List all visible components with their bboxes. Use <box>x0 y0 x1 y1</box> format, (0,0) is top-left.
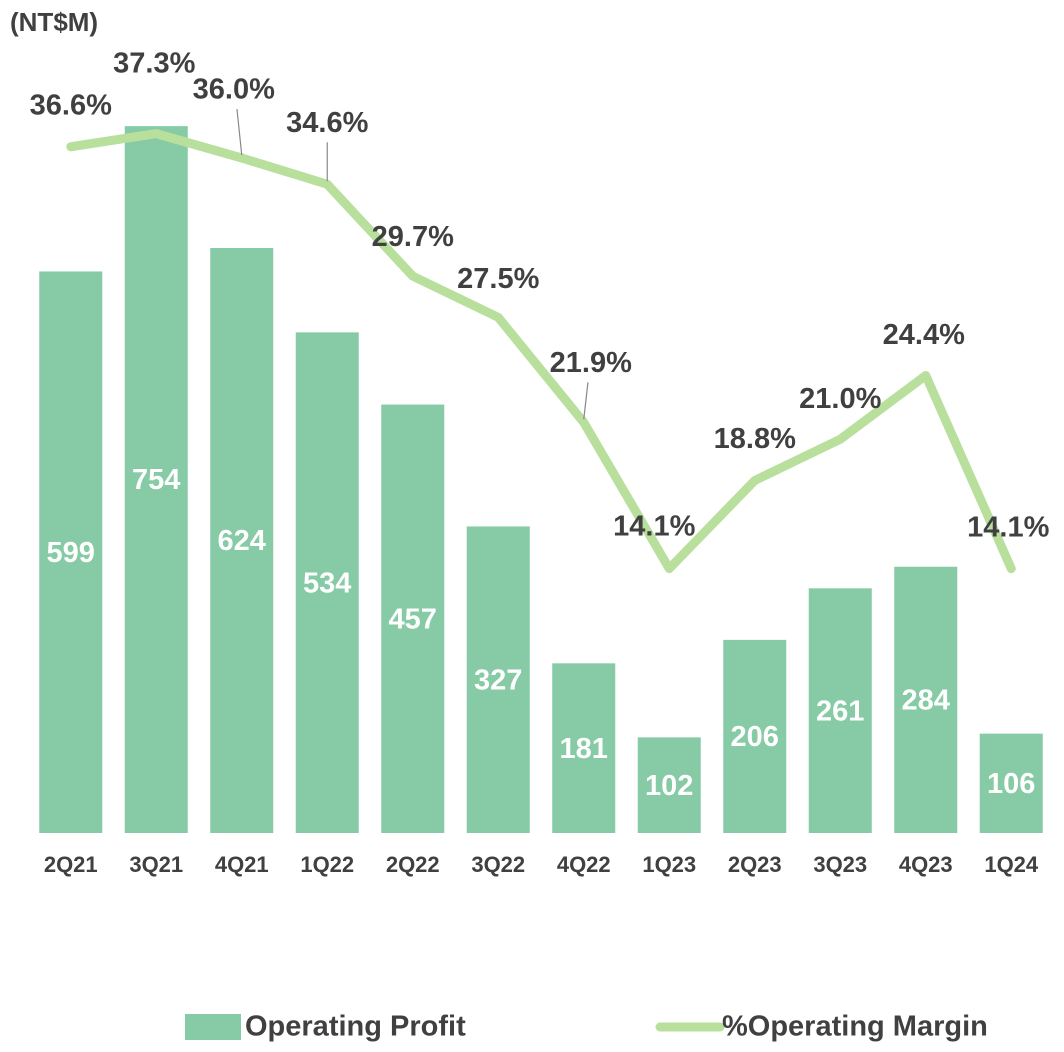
x-tick-label: 4Q22 <box>557 852 611 877</box>
leader-line <box>236 108 243 156</box>
x-tick-label: 2Q23 <box>728 852 782 877</box>
bar-value-label: 106 <box>987 768 1035 800</box>
bar <box>210 248 274 833</box>
x-tick-label: 3Q22 <box>471 852 525 877</box>
line-value-label: 36.6% <box>30 89 112 121</box>
x-tick-label: 2Q21 <box>44 852 98 877</box>
unit-label: (NT$M) <box>10 7 98 37</box>
bar-value-label: 284 <box>902 685 950 717</box>
bar <box>552 663 616 833</box>
bar-value-label: 534 <box>303 567 351 599</box>
legend-label: Operating Profit <box>245 1011 466 1043</box>
bar <box>466 526 530 833</box>
line <box>66 129 1016 574</box>
leader-line <box>583 382 589 420</box>
x-tick-label: 1Q22 <box>300 852 354 877</box>
bar <box>295 332 359 833</box>
line-value-label: 14.1% <box>613 510 695 542</box>
line-value-label: 27.5% <box>457 263 539 295</box>
bar-value-label: 457 <box>389 603 437 635</box>
legend-swatch <box>185 1014 241 1040</box>
bar-value-label: 181 <box>560 733 608 765</box>
line-value-label: 29.7% <box>372 221 454 253</box>
bar-value-label: 206 <box>731 721 779 753</box>
x-tick-label: 1Q24 <box>984 852 1039 877</box>
bar <box>39 271 103 833</box>
legend-label: %Operating Margin <box>722 1011 988 1043</box>
x-tick-label: 4Q21 <box>215 852 269 877</box>
x-tick-label: 4Q23 <box>899 852 953 877</box>
bar <box>637 737 701 833</box>
line-value-label: 18.8% <box>714 423 796 455</box>
bar <box>381 404 445 833</box>
x-tick-label: 1Q23 <box>642 852 696 877</box>
line-value-label: 21.0% <box>799 383 881 415</box>
x-tick-label: 2Q22 <box>386 852 440 877</box>
bar-value-label: 754 <box>132 464 180 496</box>
bar <box>979 733 1043 833</box>
bar <box>723 639 787 833</box>
bar <box>894 566 958 833</box>
bar-value-label: 261 <box>816 695 864 727</box>
line-value-label: 24.4% <box>883 319 965 351</box>
bar-value-label: 327 <box>474 664 522 696</box>
x-tick-label: 3Q23 <box>813 852 867 877</box>
line-value-label: 36.0% <box>193 74 275 106</box>
bar-value-label: 102 <box>645 770 693 802</box>
line-value-label: 14.1% <box>967 511 1049 543</box>
line-value-label: 21.9% <box>550 347 632 379</box>
bar <box>808 588 872 833</box>
bar-value-label: 624 <box>218 525 266 557</box>
bar-value-label: 599 <box>47 537 95 569</box>
bar <box>124 126 188 833</box>
line-value-label: 37.3% <box>113 47 195 79</box>
line-value-label: 34.6% <box>286 107 368 139</box>
x-tick-label: 3Q21 <box>129 852 183 877</box>
